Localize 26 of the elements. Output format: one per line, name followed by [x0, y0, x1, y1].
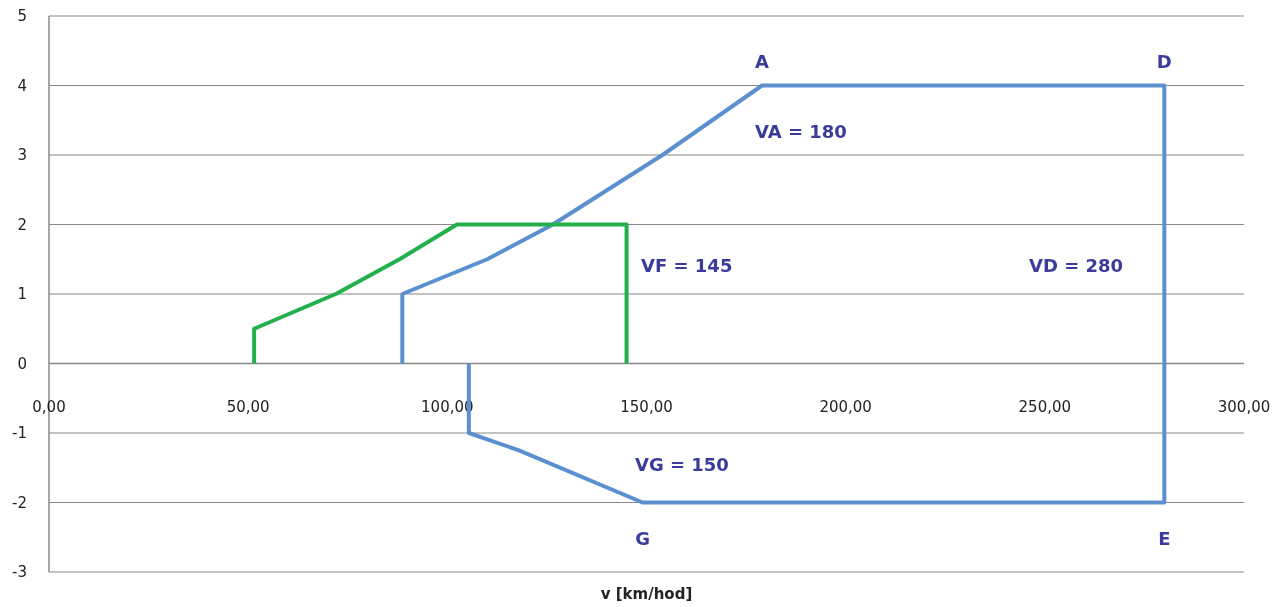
x-tick-label: 150,00 [620, 397, 673, 416]
x-tick-label: 0,00 [32, 397, 66, 416]
annotation: VD = 280 [1029, 255, 1124, 276]
line-series [400, 83, 1167, 505]
y-tick-label: -3 [12, 563, 27, 582]
y-tick-label: 3 [17, 146, 27, 165]
annotation: VG = 150 [635, 454, 729, 475]
y-tick-label: 0 [17, 354, 27, 373]
y-tick-label: 4 [17, 76, 27, 95]
x-axis-title: v [km/hod] [600, 585, 693, 603]
annotation: VF = 145 [641, 255, 733, 276]
y-tick-label: -2 [12, 493, 27, 512]
x-tick-label: 200,00 [819, 397, 872, 416]
annotation: VA = 180 [755, 121, 847, 142]
annotation: A [755, 50, 770, 72]
annotation: D [1156, 50, 1172, 72]
line-series [252, 222, 629, 366]
annotation: G [635, 527, 650, 549]
annotation: E [1158, 527, 1171, 549]
x-tick-label: 300,00 [1217, 397, 1271, 416]
y-tick-label: 2 [17, 215, 27, 234]
x-tick-label: 50,00 [226, 397, 270, 416]
y-tick-label: 1 [17, 285, 27, 304]
y-tick-label: 5 [17, 7, 27, 26]
y-tick-label: -1 [12, 424, 27, 443]
x-tick-label: 250,00 [1018, 397, 1072, 416]
